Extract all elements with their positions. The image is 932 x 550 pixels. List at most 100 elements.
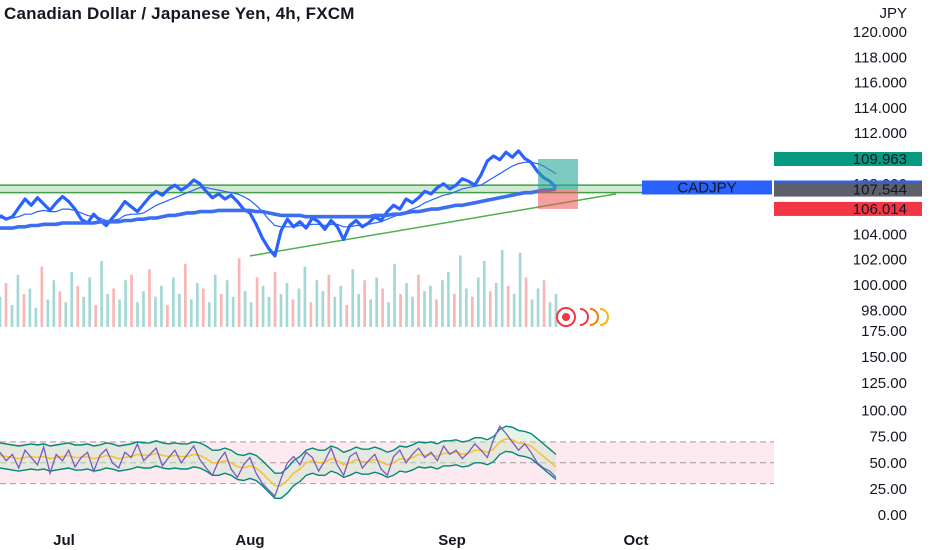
volume-bar <box>267 296 271 327</box>
volume-bar <box>351 269 355 327</box>
price-tick-label: 102.000 <box>853 252 907 269</box>
volume-bar <box>476 277 480 327</box>
volume-bar <box>28 288 32 327</box>
volume-bar <box>470 296 474 327</box>
volume-bar <box>512 294 516 327</box>
volume-bar <box>285 283 289 327</box>
volume-bar <box>76 285 80 327</box>
volume-bar <box>321 291 325 327</box>
volume-bar <box>58 291 62 327</box>
volume-bar <box>4 283 8 327</box>
volume-bar <box>464 288 468 327</box>
volume-bar <box>0 296 2 327</box>
target-icon-center <box>562 313 570 321</box>
volume-bar <box>297 288 301 327</box>
volume-bar <box>500 250 504 327</box>
volume-bar <box>548 302 552 327</box>
volume-bar <box>243 291 247 327</box>
volume-bar <box>64 302 68 327</box>
price-tick-label: 98.000 <box>861 302 907 319</box>
volume-bar <box>494 283 498 327</box>
slow-ma-line <box>0 187 557 230</box>
volume-tick-label: 125.00 <box>861 375 907 392</box>
price-label-text: 106.014 <box>853 201 907 218</box>
volume-bar <box>524 277 528 327</box>
volume-bar <box>112 288 115 327</box>
volume-bar <box>178 294 181 327</box>
support-zone <box>0 185 690 193</box>
volume-bar <box>130 274 133 327</box>
volume-bar <box>518 252 522 327</box>
volume-bar <box>482 261 486 327</box>
volume-bar <box>261 285 265 327</box>
price-label-bg <box>774 182 922 197</box>
price-tick-label: 114.000 <box>854 100 907 117</box>
volume-bar <box>22 294 26 327</box>
volume-bar <box>255 277 259 327</box>
volume-bar <box>201 288 205 327</box>
volume-bar <box>453 294 456 327</box>
volume-bar <box>100 261 103 327</box>
rsi-tick-label: 25.00 <box>869 481 907 498</box>
x-tick-label: Sep <box>438 532 466 549</box>
volume-bar <box>441 280 444 327</box>
x-tick-label: Aug <box>235 532 264 549</box>
volume-bar <box>106 294 109 327</box>
x-tick-label: Oct <box>623 532 648 549</box>
volume-bar <box>94 305 97 327</box>
target-icon-arc <box>579 308 589 326</box>
x-tick-label: Jul <box>53 532 75 549</box>
price-tick-label: 112.000 <box>854 125 907 142</box>
volume-bar <box>411 296 414 327</box>
price-tick-label: 104.000 <box>853 226 907 243</box>
volume-bar <box>213 274 217 327</box>
volume-bar <box>554 294 558 327</box>
volume-bar <box>249 302 253 327</box>
volume-bar <box>291 299 295 327</box>
volume-bar <box>88 277 92 327</box>
volume-bar <box>303 266 307 327</box>
volume-bar <box>273 272 277 327</box>
volume-bar <box>459 255 462 327</box>
volume-bar <box>423 291 426 327</box>
rsi-envelope-fill <box>0 426 556 499</box>
volume-bar <box>16 274 20 327</box>
position-target-box <box>538 158 578 190</box>
volume-bar <box>345 305 349 327</box>
price-label-text: 107.544 <box>853 182 907 199</box>
volume-bar <box>417 274 420 327</box>
volume-bar <box>405 283 408 327</box>
rsi-tick-label: 100.00 <box>861 403 907 420</box>
volume-bar <box>225 280 229 327</box>
volume-bar <box>231 296 235 327</box>
rsi-tick-label: 50.00 <box>869 455 907 472</box>
volume-tick-label: 175.00 <box>861 323 907 340</box>
volume-bar <box>381 288 384 327</box>
volume-bar <box>339 285 343 327</box>
target-icon-arc <box>599 308 609 326</box>
volume-bar <box>399 294 402 327</box>
volume-bar <box>315 280 319 327</box>
volume-bar <box>195 283 199 327</box>
volume-bar <box>237 258 241 327</box>
volume-bar <box>219 294 223 327</box>
price-label-text: 109.963 <box>853 151 907 168</box>
volume-bar <box>82 296 86 327</box>
volume-tick-label: 150.00 <box>861 349 907 366</box>
volume-bar <box>506 285 510 327</box>
volume-bar <box>154 296 157 327</box>
volume-bar <box>279 294 283 327</box>
volume-bar <box>309 302 313 327</box>
volume-bar <box>124 280 127 327</box>
position-stop-box <box>538 189 578 209</box>
volume-bar <box>375 277 378 327</box>
price-tick-label: 116.000 <box>854 75 907 92</box>
volume-bar <box>148 269 151 327</box>
fast-ma-line <box>0 161 557 228</box>
price-tick-label: 100.000 <box>853 277 907 294</box>
volume-bar <box>160 285 163 327</box>
symbol-tag-bg <box>642 180 772 195</box>
price-label-bg <box>774 201 922 216</box>
